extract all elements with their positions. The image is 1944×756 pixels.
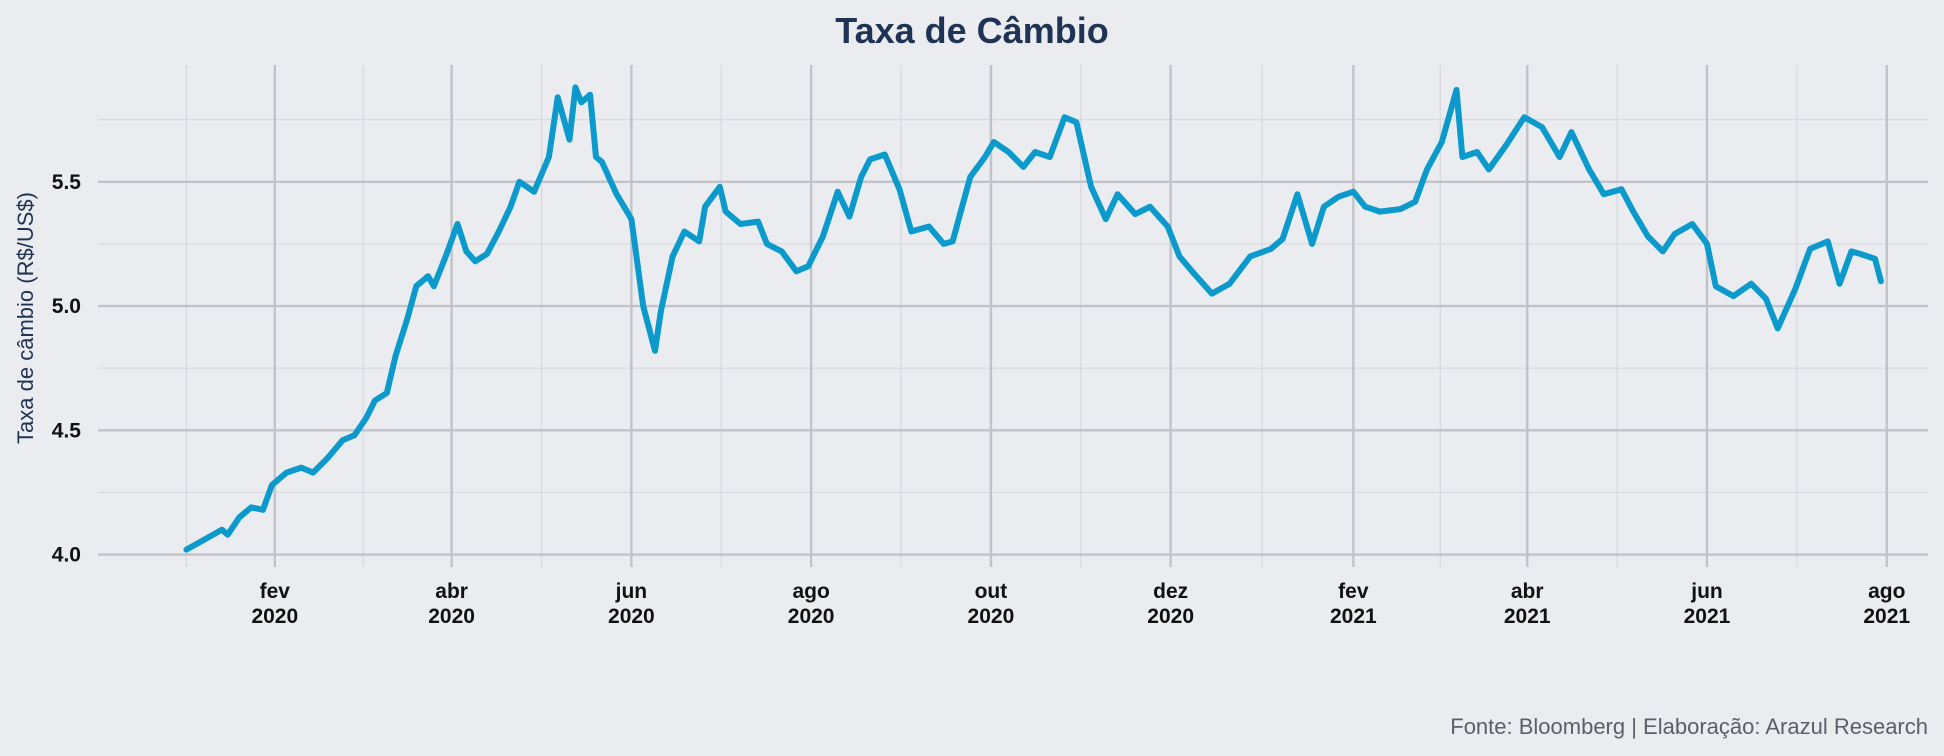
x-tick-label: jun 2021: [1684, 580, 1731, 628]
x-tick-label: abr 2020: [428, 580, 475, 628]
chart-title: Taxa de Câmbio: [835, 10, 1109, 51]
x-tick-year: 2021: [1504, 605, 1551, 628]
exchange-rate-line: [183, 84, 1884, 553]
x-tick-label: out 2020: [968, 580, 1015, 628]
x-tick-month: abr: [1511, 580, 1544, 603]
x-tick-label: abr 2021: [1504, 580, 1551, 628]
x-tick-label: ago 2021: [1863, 580, 1910, 628]
x-tick-month: ago: [1868, 580, 1905, 603]
x-tick-year: 2020: [251, 605, 298, 628]
x-tick-year: 2021: [1330, 605, 1377, 628]
y-tick-label: 4.5: [52, 419, 82, 442]
x-tick-label: fev 2020: [251, 580, 298, 628]
major-gridlines: [98, 65, 1928, 567]
minor-gridlines: [98, 65, 1928, 567]
y-tick-label: 5.5: [52, 171, 82, 194]
x-tick-year: 2021: [1684, 605, 1731, 628]
x-tick-label: fev 2021: [1330, 580, 1377, 628]
x-tick-month: fev: [260, 580, 291, 603]
x-tick-year: 2020: [968, 605, 1015, 628]
x-tick-year: 2020: [788, 605, 835, 628]
y-axis-ticks: 4.0 4.5 5.0 5.5: [52, 171, 82, 567]
x-tick-month: ago: [792, 580, 829, 603]
x-tick-month: abr: [435, 580, 468, 603]
y-tick-label: 5.0: [52, 295, 81, 318]
x-tick-year: 2020: [428, 605, 475, 628]
x-tick-month: fev: [1338, 580, 1369, 603]
x-tick-year: 2021: [1863, 605, 1910, 628]
x-tick-month: jun: [615, 580, 648, 603]
x-tick-year: 2020: [1147, 605, 1194, 628]
x-tick-label: ago 2020: [788, 580, 835, 628]
y-tick-label: 4.0: [52, 544, 81, 567]
x-tick-month: dez: [1153, 580, 1188, 603]
x-tick-label: dez 2020: [1147, 580, 1194, 628]
x-tick-month: out: [975, 580, 1008, 603]
x-tick-label: jun 2020: [608, 580, 655, 628]
x-tick-month: jun: [1690, 580, 1723, 603]
x-tick-year: 2020: [608, 605, 655, 628]
chart-caption: Fonte: Bloomberg | Elaboração: Arazul Re…: [1450, 714, 1928, 739]
